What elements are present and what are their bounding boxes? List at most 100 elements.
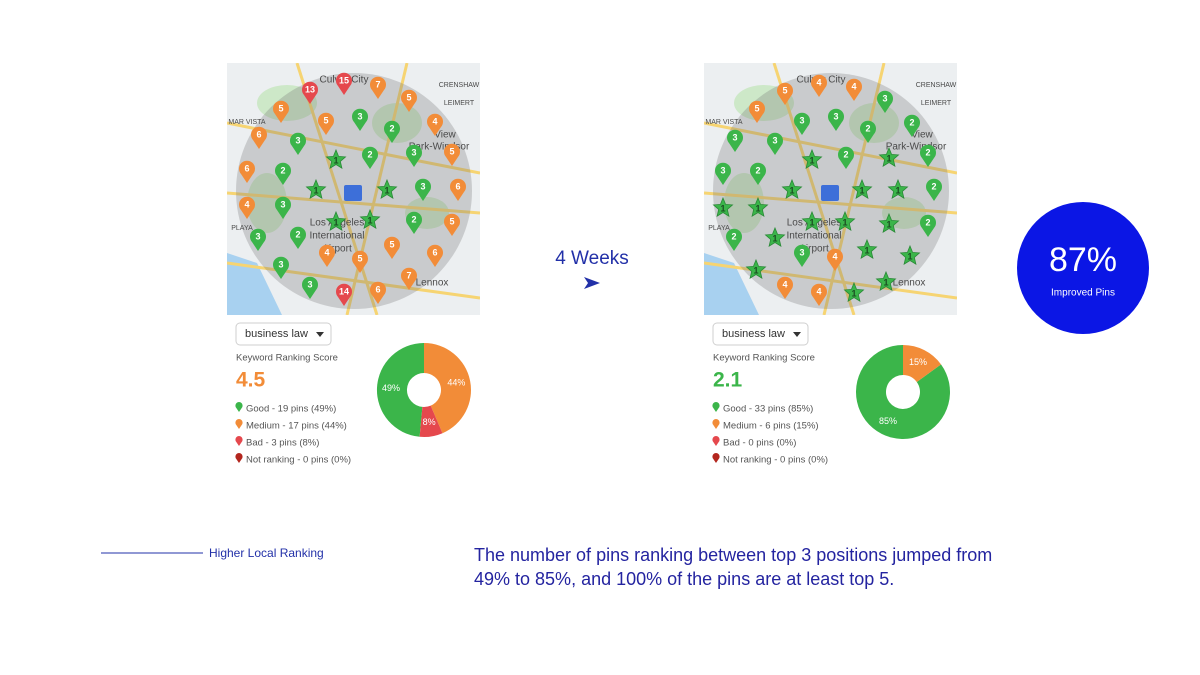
pin-marker bbox=[767, 132, 783, 155]
map-label: PLAYA bbox=[231, 225, 253, 232]
donut-label: 85% bbox=[879, 416, 897, 426]
map-label: View bbox=[911, 130, 933, 141]
pin-rank: 13 bbox=[305, 84, 315, 94]
legend-dot bbox=[235, 453, 243, 464]
road bbox=[227, 191, 480, 215]
pin-rank: 3 bbox=[732, 132, 737, 142]
map-label: Park-Windsor bbox=[886, 142, 947, 153]
pin-marker bbox=[272, 100, 289, 123]
park bbox=[257, 85, 317, 121]
caret bbox=[793, 332, 801, 337]
pin: 2 bbox=[920, 144, 936, 167]
pin-rank: 5 bbox=[357, 253, 362, 263]
pin-rank: 1 bbox=[789, 185, 794, 195]
pin: 1 bbox=[305, 178, 327, 199]
store bbox=[344, 185, 362, 201]
pin: 3 bbox=[301, 276, 318, 299]
keyword-dropdown[interactable] bbox=[235, 322, 332, 346]
pin: 3 bbox=[828, 108, 844, 131]
pin: 1 bbox=[834, 210, 856, 231]
map-label: International bbox=[786, 231, 841, 242]
caret bbox=[316, 332, 324, 337]
ocean bbox=[704, 253, 759, 315]
pin: 1 bbox=[781, 178, 803, 199]
legend-dot bbox=[235, 436, 243, 447]
pin: 5 bbox=[351, 250, 368, 273]
legend-dot bbox=[712, 419, 720, 430]
pin-rank: 4 bbox=[816, 77, 821, 87]
pin: 2 bbox=[926, 178, 942, 201]
pin-marker bbox=[427, 113, 443, 136]
pin-star bbox=[747, 196, 769, 217]
pin-marker bbox=[876, 90, 893, 113]
pin-rank: 1 bbox=[859, 185, 864, 195]
pin-rank: 3 bbox=[357, 111, 362, 121]
pin-rank: 5 bbox=[406, 92, 411, 102]
pin: 7 bbox=[400, 267, 418, 290]
map-label: CRENSHAW bbox=[439, 82, 480, 89]
pin-star bbox=[878, 146, 900, 167]
pin-marker bbox=[335, 283, 352, 306]
pin-rank: 4 bbox=[244, 199, 249, 209]
map-label: Airport bbox=[322, 244, 352, 255]
legend-item: Not ranking - 0 pins (0%) bbox=[246, 455, 351, 466]
legend-item: Good - 19 pins (49%) bbox=[246, 404, 336, 415]
pin: 4 bbox=[827, 248, 843, 271]
pin-rank: 3 bbox=[833, 111, 838, 121]
pin: 3 bbox=[793, 112, 810, 135]
pin-rank: 5 bbox=[389, 239, 394, 249]
pin-marker bbox=[275, 196, 291, 219]
pin: 3 bbox=[249, 228, 266, 251]
map-label: Airport bbox=[799, 244, 829, 255]
score-label: Keyword Ranking Score bbox=[713, 353, 815, 364]
donut-slice bbox=[903, 345, 942, 383]
pin-star bbox=[764, 226, 786, 247]
road bbox=[227, 261, 480, 300]
ocean bbox=[227, 253, 282, 315]
pin-marker bbox=[369, 76, 386, 99]
pin-marker bbox=[748, 100, 765, 123]
pin-rank: 1 bbox=[755, 203, 760, 213]
map-label: LEIMERT bbox=[444, 100, 475, 107]
legend-item: Bad - 0 pins (0%) bbox=[723, 438, 796, 449]
pin-marker bbox=[400, 89, 418, 112]
pin-marker bbox=[272, 256, 289, 279]
pin-marker bbox=[351, 108, 368, 131]
pin-rank: 4 bbox=[782, 279, 787, 289]
pin-rank: 2 bbox=[931, 181, 936, 191]
pin-rank: 4 bbox=[432, 116, 437, 126]
summary-line: 49% to 85%, and 100% of the pins are at … bbox=[474, 569, 894, 589]
pin-star bbox=[899, 244, 921, 265]
pin-star bbox=[712, 196, 734, 217]
road bbox=[704, 261, 957, 300]
pin: 1 bbox=[764, 226, 786, 247]
pin-rank: 2 bbox=[295, 229, 300, 239]
pin-rank: 2 bbox=[280, 165, 285, 175]
pin-marker bbox=[444, 213, 460, 236]
pin-star bbox=[745, 258, 767, 279]
pin-marker bbox=[290, 132, 306, 155]
pin: 1 bbox=[801, 210, 823, 231]
pin-rank: 4 bbox=[851, 81, 856, 91]
pin: 3 bbox=[793, 244, 810, 267]
legend-item: Good - 33 pins (85%) bbox=[723, 404, 813, 415]
pin: 3 bbox=[272, 256, 289, 279]
road bbox=[227, 121, 480, 175]
pin-marker bbox=[860, 120, 876, 143]
pin-rank: 5 bbox=[449, 216, 454, 226]
keyword-dropdown[interactable] bbox=[712, 322, 809, 346]
pin-rank: 2 bbox=[367, 149, 372, 159]
pin: 3 bbox=[767, 132, 783, 155]
pin-rank: 3 bbox=[307, 279, 312, 289]
legend-item: Not ranking - 0 pins (0%) bbox=[723, 455, 828, 466]
pin-marker bbox=[715, 162, 731, 185]
pin: 2 bbox=[406, 211, 422, 234]
pin-rank: 5 bbox=[278, 103, 283, 113]
pin-star bbox=[376, 178, 398, 199]
pin-rank: 1 bbox=[384, 185, 389, 195]
highlight-label: Improved Pins bbox=[1051, 288, 1115, 299]
keyword: business law bbox=[722, 328, 785, 340]
pin: 2 bbox=[383, 120, 400, 143]
pin-marker bbox=[400, 267, 418, 290]
